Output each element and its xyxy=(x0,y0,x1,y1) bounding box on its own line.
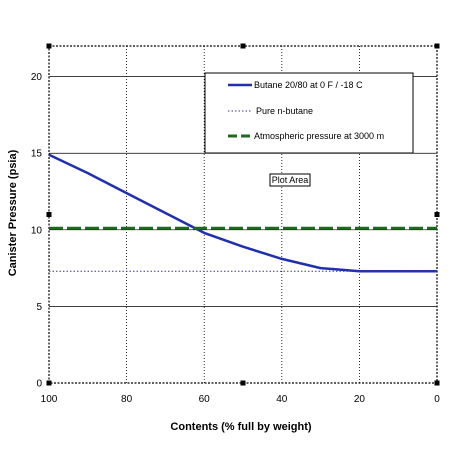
selection-handle xyxy=(46,380,52,386)
x-tick-label: 60 xyxy=(199,394,211,405)
y-axis-title: Canister Pressure (psia) xyxy=(7,149,19,276)
selection-handle xyxy=(240,380,246,386)
legend-box xyxy=(204,72,414,154)
y-tick-label: 10 xyxy=(31,225,43,236)
ticks: 0 5 10 15 20 100 80 60 40 20 0 xyxy=(31,72,440,405)
plot-area-annotation: Plot Area xyxy=(269,173,311,187)
series-layer xyxy=(48,153,437,273)
y-tick-label: 5 xyxy=(36,302,42,313)
x-tick-label: 0 xyxy=(434,394,440,405)
selection-handles xyxy=(46,43,440,386)
x-axis-title: Contents (% full by weight) xyxy=(170,421,311,433)
series-butane-mix-line xyxy=(48,153,437,273)
selection-handle xyxy=(434,43,440,49)
legend-label-butane: Butane 20/80 at 0 F / -18 C xyxy=(254,80,363,90)
plot-area-label: Plot Area xyxy=(272,175,309,185)
y-tick-label: 15 xyxy=(31,149,43,160)
x-tick-label: 40 xyxy=(276,394,288,405)
selection-handle xyxy=(46,43,52,49)
selection-handle xyxy=(46,212,52,217)
x-tick-label: 100 xyxy=(41,394,58,405)
x-tick-label: 20 xyxy=(354,394,366,405)
selection-handle xyxy=(240,43,246,49)
selection-handle xyxy=(434,212,440,217)
y-tick-label: 0 xyxy=(36,379,42,390)
legend-label-atmospheric: Atmospheric pressure at 3000 m xyxy=(254,131,384,141)
y-tick-label: 20 xyxy=(31,72,43,83)
legend-label-n-butane: Pure n-butane xyxy=(256,106,313,116)
legend: Butane 20/80 at 0 F / -18 C Pure n-butan… xyxy=(204,72,414,154)
plot-area-box xyxy=(269,173,311,187)
selection-handle xyxy=(434,380,440,386)
x-tick-label: 80 xyxy=(121,394,133,405)
